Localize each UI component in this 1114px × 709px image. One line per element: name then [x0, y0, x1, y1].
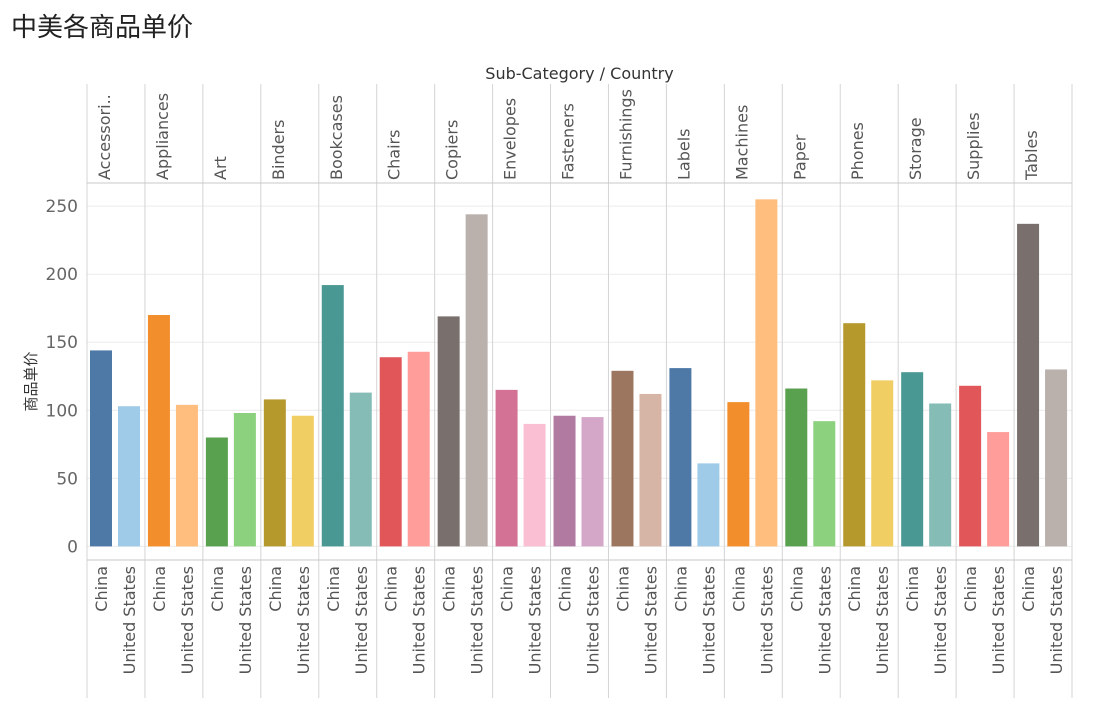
- bar-united-states: [465, 214, 488, 547]
- bar-china: [263, 399, 286, 547]
- bar-china: [843, 323, 866, 547]
- country-label: China: [324, 566, 343, 612]
- page-title: 中美各商品单价: [11, 13, 194, 43]
- y-tick-label: 100: [46, 401, 78, 421]
- y-tick-label: 0: [67, 537, 78, 557]
- country-label: United States: [468, 566, 487, 674]
- bar-china: [1017, 223, 1040, 547]
- country-label: China: [729, 566, 748, 612]
- bar-united-states: [349, 392, 372, 547]
- y-axis-title: 商品单价: [22, 351, 40, 411]
- category-header-label: Accessori..: [95, 94, 114, 180]
- category-header-label: Machines: [732, 105, 751, 180]
- bar-china: [669, 368, 692, 547]
- bar-china: [90, 350, 112, 547]
- category-header-label: Fasteners: [559, 103, 578, 180]
- bar-united-states: [291, 415, 314, 547]
- country-label: United States: [873, 566, 892, 674]
- bar-united-states: [1045, 369, 1068, 547]
- bar-united-states: [871, 380, 894, 547]
- bar-united-states: [581, 417, 604, 547]
- country-label: China: [903, 566, 922, 612]
- category-header-label: Binders: [269, 120, 288, 180]
- column-header-title: Sub-Category / Country: [485, 64, 673, 83]
- country-label: China: [961, 566, 980, 612]
- bar-china: [901, 372, 924, 547]
- bar-china: [727, 402, 750, 547]
- bar-china: [785, 388, 808, 547]
- country-label: United States: [584, 566, 603, 674]
- country-label: China: [266, 566, 285, 612]
- bar-china: [205, 437, 228, 547]
- bar-united-states: [697, 463, 720, 547]
- category-header-label: Copiers: [443, 120, 462, 180]
- bar-united-states: [233, 413, 256, 547]
- category-header-label: Bookcases: [327, 95, 346, 180]
- country-label: China: [613, 566, 632, 612]
- country-label: China: [556, 566, 575, 612]
- country-label: United States: [178, 566, 197, 674]
- bar-china: [495, 389, 518, 547]
- bar-united-states: [755, 199, 778, 547]
- y-tick-label: 150: [46, 333, 78, 353]
- country-label: United States: [236, 566, 255, 674]
- bar-united-states: [407, 351, 430, 547]
- y-tick-label: 250: [46, 197, 78, 217]
- country-label: United States: [526, 566, 545, 674]
- country-label: United States: [757, 566, 776, 674]
- category-header-label: Supplies: [964, 112, 983, 180]
- country-label: China: [845, 566, 864, 612]
- country-label: China: [440, 566, 459, 612]
- category-header-label: Chairs: [385, 130, 404, 180]
- bar-united-states: [118, 406, 140, 547]
- category-header-label: Envelopes: [501, 98, 520, 180]
- bar-china: [437, 316, 460, 547]
- category-header-label: Storage: [906, 117, 925, 180]
- country-label: United States: [989, 566, 1008, 674]
- country-label: United States: [641, 566, 660, 674]
- category-header-label: Appliances: [153, 93, 172, 180]
- bar-china: [147, 315, 170, 547]
- country-label: United States: [931, 566, 950, 674]
- category-header-label: Paper: [790, 134, 809, 180]
- category-header-label: Tables: [1022, 130, 1041, 181]
- bar-china: [321, 285, 344, 547]
- country-label: China: [1019, 566, 1038, 612]
- bar-china: [959, 385, 982, 547]
- y-tick-label: 200: [46, 265, 78, 285]
- country-label: China: [671, 566, 690, 612]
- bar-united-states: [929, 403, 952, 547]
- country-label: China: [150, 566, 169, 612]
- category-header-label: Furnishings: [616, 89, 635, 180]
- country-label: China: [208, 566, 227, 612]
- country-label: China: [382, 566, 401, 612]
- bar-united-states: [813, 421, 836, 547]
- bar-united-states: [639, 393, 662, 547]
- bar-united-states: [175, 404, 198, 547]
- bar-china: [553, 415, 576, 547]
- country-label: United States: [294, 566, 313, 674]
- country-label: United States: [352, 566, 371, 674]
- country-label: United States: [1047, 566, 1066, 674]
- category-header-label: Labels: [674, 129, 693, 181]
- category-header-label: Art: [211, 156, 230, 180]
- bar-united-states: [523, 423, 546, 547]
- country-label: United States: [120, 566, 139, 674]
- country-label: China: [787, 566, 806, 612]
- category-header-label: Phones: [848, 122, 867, 180]
- y-tick-label: 50: [56, 469, 78, 489]
- country-label: China: [92, 566, 111, 612]
- country-label: United States: [815, 566, 834, 674]
- bar-china: [379, 357, 402, 547]
- country-label: United States: [410, 566, 429, 674]
- bar-china: [611, 370, 634, 547]
- country-label: China: [498, 566, 517, 612]
- bar-united-states: [987, 432, 1010, 547]
- country-label: United States: [699, 566, 718, 674]
